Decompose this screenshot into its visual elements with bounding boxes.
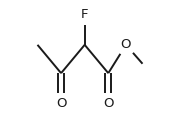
Text: O: O [56, 97, 66, 110]
Text: F: F [81, 8, 88, 21]
Text: O: O [103, 97, 114, 110]
Text: O: O [121, 38, 131, 51]
